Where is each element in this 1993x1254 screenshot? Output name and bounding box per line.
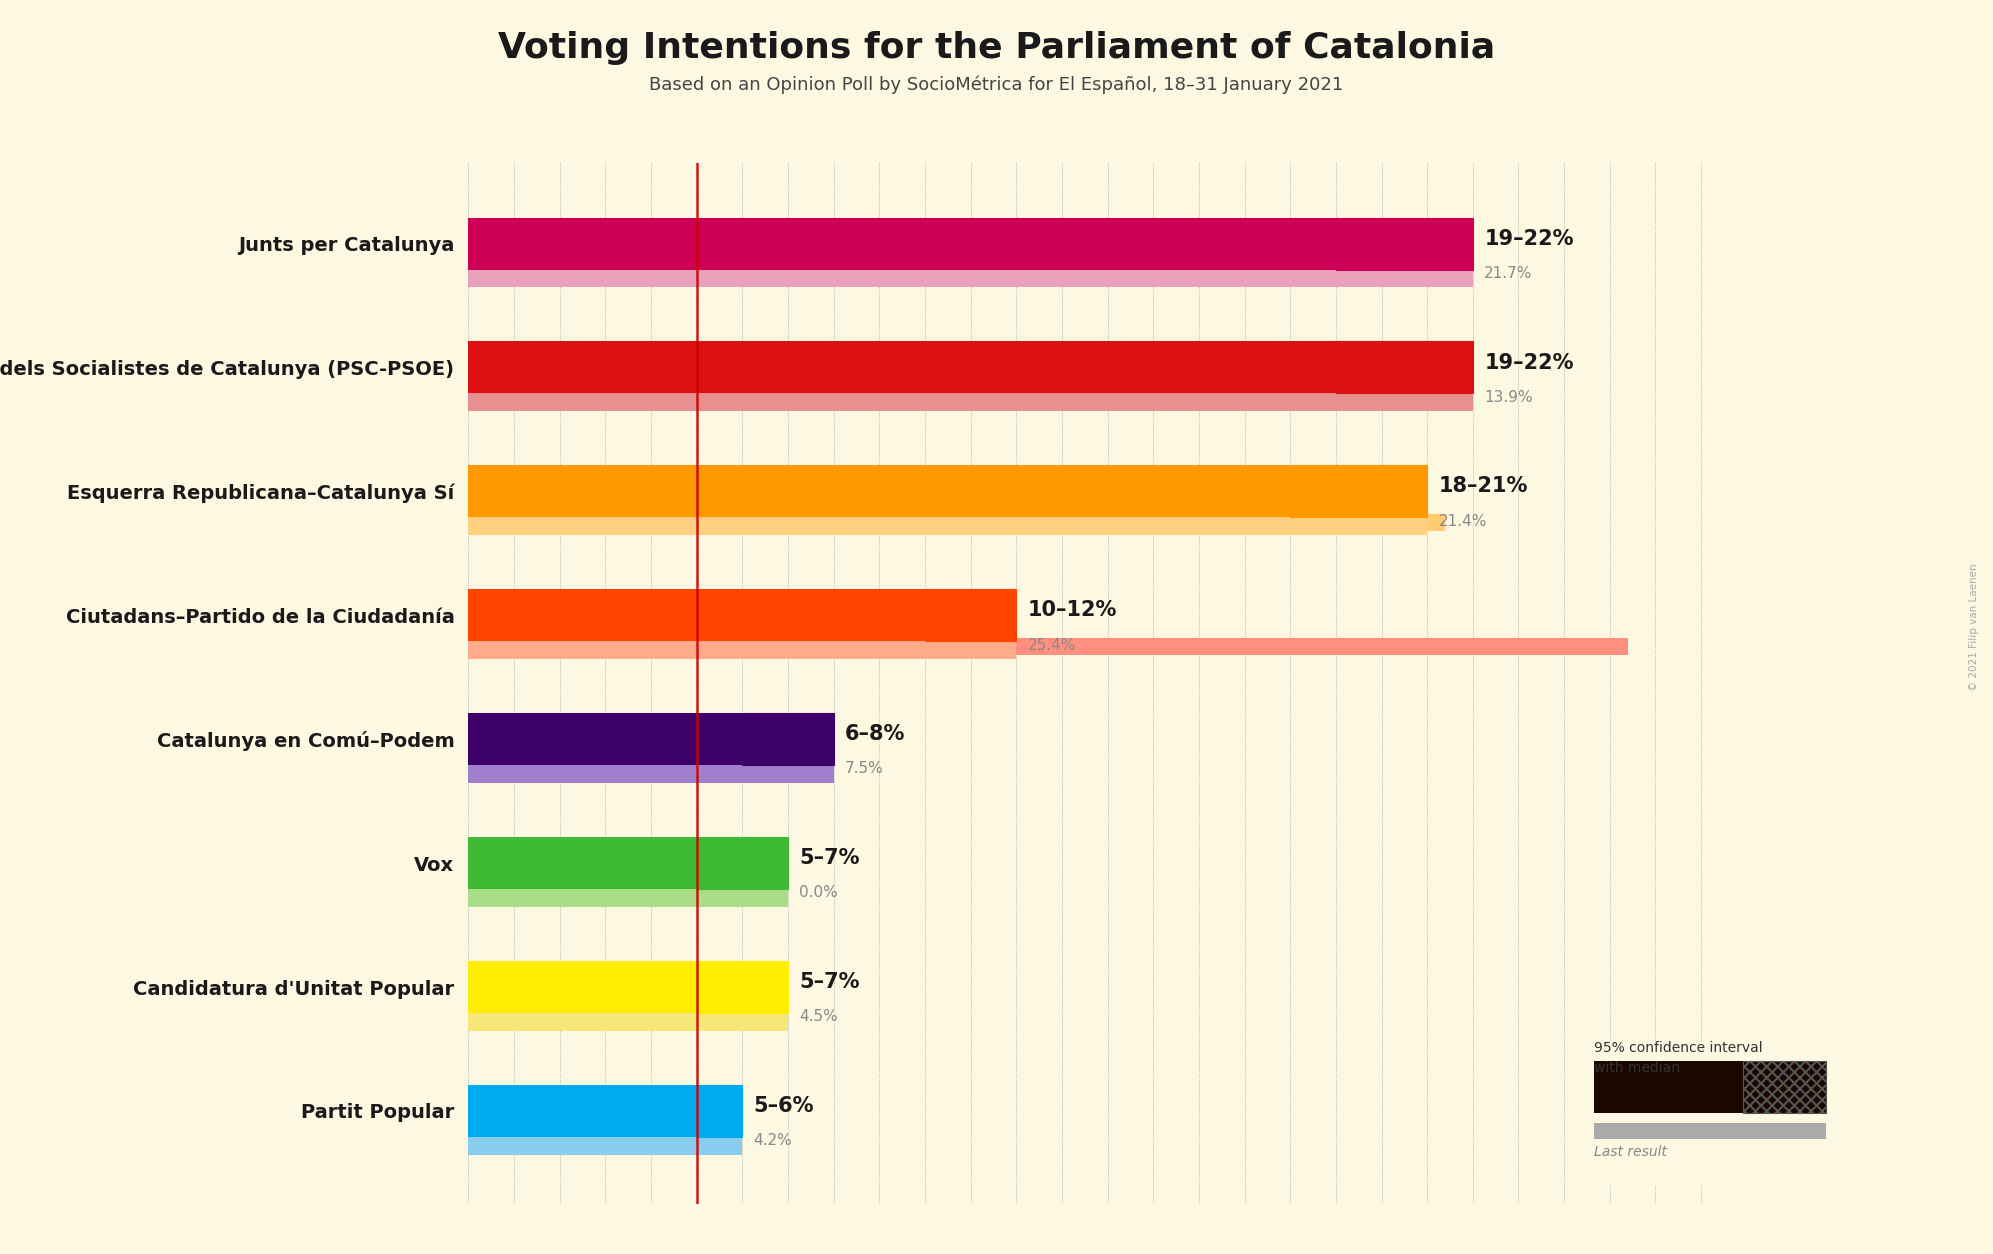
Text: 5–7%: 5–7% [799, 972, 859, 992]
Bar [468, 961, 698, 1013]
Text: 21.4%: 21.4% [1439, 514, 1487, 529]
Text: 7.5%: 7.5% [845, 761, 883, 776]
Bar [468, 589, 925, 641]
Text: © 2021 Filip van Laenen: © 2021 Filip van Laenen [1969, 563, 1979, 691]
Bar [468, 714, 741, 765]
Bar [1335, 341, 1473, 394]
Bar [1742, 1061, 1826, 1114]
Bar [468, 390, 1102, 408]
Bar [468, 1085, 698, 1137]
Text: 10–12%: 10–12% [1028, 601, 1116, 621]
Text: Voting Intentions for the Parliament of Catalonia: Voting Intentions for the Parliament of … [498, 31, 1495, 65]
Text: Last result: Last result [1594, 1145, 1668, 1159]
Bar [698, 838, 787, 889]
Bar [468, 217, 1335, 270]
Text: 19–22%: 19–22% [1485, 352, 1574, 372]
Bar [468, 1130, 741, 1155]
Bar [1289, 465, 1427, 518]
Text: 6–8%: 6–8% [845, 725, 905, 744]
Bar [468, 1009, 674, 1027]
Text: Based on an Opinion Poll by SocioMétrica for El Español, 18–31 January 2021: Based on an Opinion Poll by SocioMétrica… [650, 75, 1343, 94]
Bar [468, 510, 1427, 535]
Bar [468, 386, 1473, 411]
Text: 4.5%: 4.5% [799, 1009, 839, 1025]
Bar [468, 262, 1473, 287]
Bar [468, 266, 1459, 283]
Text: 95% confidence interval: 95% confidence interval [1594, 1041, 1764, 1056]
Text: 13.9%: 13.9% [1485, 390, 1533, 405]
Bar [1335, 217, 1473, 270]
Text: 18–21%: 18–21% [1439, 477, 1529, 497]
Bar [468, 757, 833, 782]
Text: 5–7%: 5–7% [799, 848, 859, 868]
Bar [468, 761, 811, 779]
Text: 21.7%: 21.7% [1485, 266, 1533, 281]
Bar [468, 635, 1016, 658]
Bar [1594, 1061, 1826, 1114]
Text: 25.4%: 25.4% [1028, 637, 1076, 652]
Text: 0.0%: 0.0% [799, 885, 839, 900]
Bar [468, 838, 698, 889]
Bar [925, 589, 1016, 641]
Text: 19–22%: 19–22% [1485, 228, 1574, 248]
Bar [468, 638, 1628, 655]
Bar [468, 514, 1445, 532]
Text: 4.2%: 4.2% [753, 1134, 793, 1149]
Bar [468, 882, 787, 907]
Text: 5–6%: 5–6% [753, 1096, 815, 1116]
Bar [468, 465, 1289, 518]
Bar [741, 714, 833, 765]
Bar [1594, 1124, 1826, 1139]
Bar [468, 341, 1335, 394]
Bar [468, 1006, 787, 1031]
Bar [698, 961, 787, 1013]
Bar [468, 1134, 660, 1151]
Text: with median: with median [1594, 1061, 1680, 1076]
Bar [698, 1085, 741, 1137]
